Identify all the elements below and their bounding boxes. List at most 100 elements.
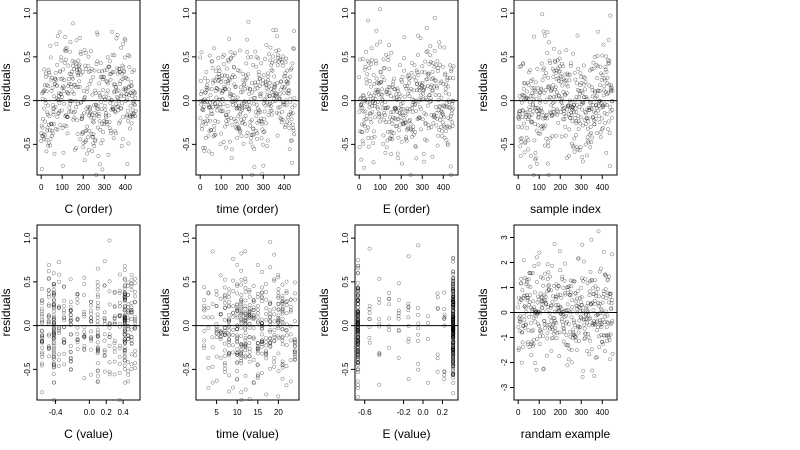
data-point xyxy=(586,119,591,124)
data-point xyxy=(435,59,440,64)
data-point xyxy=(51,356,56,361)
data-point xyxy=(576,256,581,261)
data-point xyxy=(57,109,62,114)
data-point xyxy=(394,92,399,97)
data-point xyxy=(608,13,613,18)
data-point xyxy=(285,115,290,120)
data-point xyxy=(264,352,268,356)
data-point xyxy=(210,151,215,156)
data-point xyxy=(576,127,581,132)
data-point xyxy=(356,328,360,333)
data-point xyxy=(95,368,100,373)
data-point xyxy=(243,341,248,346)
data-point xyxy=(606,37,611,42)
data-point xyxy=(62,318,67,322)
data-point xyxy=(356,394,360,399)
data-point xyxy=(262,129,267,134)
data-point xyxy=(573,291,578,296)
data-point xyxy=(85,86,90,90)
data-point xyxy=(586,332,591,337)
data-point xyxy=(398,63,402,68)
data-point xyxy=(82,111,87,116)
data-point xyxy=(383,150,388,155)
data-point xyxy=(89,319,94,324)
data-point xyxy=(222,62,227,67)
data-point xyxy=(126,53,131,58)
data-point xyxy=(226,319,231,324)
data-point xyxy=(264,350,269,355)
data-point xyxy=(280,361,285,366)
data-point xyxy=(451,300,456,305)
data-point xyxy=(210,249,215,254)
y-tick-label: 1.0 xyxy=(182,232,191,244)
data-point xyxy=(546,270,551,275)
data-point xyxy=(223,79,228,84)
data-point xyxy=(276,48,281,53)
data-point xyxy=(39,306,44,311)
data-point xyxy=(274,34,279,39)
data-point xyxy=(224,115,229,120)
data-point xyxy=(112,341,117,346)
data-point xyxy=(586,335,591,340)
data-point xyxy=(604,333,609,338)
data-point xyxy=(62,298,67,303)
data-point xyxy=(222,294,227,299)
data-point xyxy=(531,316,536,321)
data-point xyxy=(126,369,131,374)
data-point xyxy=(531,109,536,114)
data-point xyxy=(376,88,381,93)
data-point xyxy=(254,102,259,107)
data-point xyxy=(576,330,581,335)
data-point xyxy=(266,52,271,57)
data-point xyxy=(125,97,130,102)
x-tick-label: 100 xyxy=(374,183,388,192)
data-point xyxy=(451,318,455,323)
data-point xyxy=(113,110,118,115)
data-point xyxy=(432,113,437,118)
data-point xyxy=(69,99,74,104)
data-point xyxy=(46,143,51,148)
data-point xyxy=(609,306,614,311)
data-point xyxy=(95,295,100,299)
data-point xyxy=(255,347,260,352)
data-point xyxy=(226,287,231,292)
data-point xyxy=(40,320,44,325)
data-point xyxy=(549,103,554,108)
data-point xyxy=(432,78,437,83)
data-point xyxy=(61,89,66,93)
data-point xyxy=(75,132,80,137)
data-point xyxy=(578,121,583,126)
data-point xyxy=(84,89,89,94)
data-point xyxy=(247,308,252,313)
data-point xyxy=(229,55,234,60)
data-point xyxy=(107,372,112,377)
data-point xyxy=(223,369,227,374)
data-point xyxy=(40,352,45,357)
data-point xyxy=(280,59,284,64)
y-tick-label: -0.5 xyxy=(23,362,32,376)
data-point xyxy=(292,132,297,137)
data-point xyxy=(570,141,574,146)
data-point xyxy=(406,377,411,381)
data-point xyxy=(239,319,244,324)
data-point xyxy=(133,353,137,358)
x-tick-label: 200 xyxy=(554,183,568,192)
data-point xyxy=(243,318,248,322)
data-point xyxy=(550,263,554,268)
data-point xyxy=(73,109,78,114)
data-point xyxy=(89,311,93,316)
data-point xyxy=(574,299,579,304)
data-point xyxy=(563,291,568,295)
data-point xyxy=(568,334,573,339)
data-point xyxy=(577,88,582,93)
data-point xyxy=(89,338,94,343)
data-point xyxy=(292,352,297,357)
data-point xyxy=(362,67,367,72)
data-point xyxy=(565,288,570,293)
data-point xyxy=(366,125,371,130)
data-point xyxy=(204,83,209,88)
data-point xyxy=(226,295,231,300)
data-point xyxy=(564,313,569,318)
y-tick-label: 0.0 xyxy=(23,320,32,332)
data-point xyxy=(369,84,373,89)
